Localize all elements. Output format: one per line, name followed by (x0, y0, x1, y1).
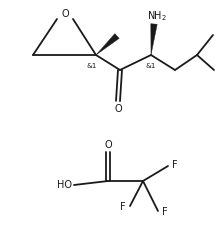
Text: O: O (114, 104, 122, 114)
Polygon shape (96, 34, 119, 55)
Text: HO: HO (57, 180, 71, 190)
Text: NH$_2$: NH$_2$ (147, 9, 167, 23)
Text: F: F (162, 207, 168, 217)
Text: F: F (172, 160, 178, 170)
Polygon shape (151, 24, 157, 55)
Text: &1: &1 (87, 63, 97, 69)
Text: &1: &1 (146, 63, 156, 69)
Text: O: O (61, 9, 69, 19)
Text: F: F (120, 202, 126, 212)
Text: O: O (104, 140, 112, 150)
